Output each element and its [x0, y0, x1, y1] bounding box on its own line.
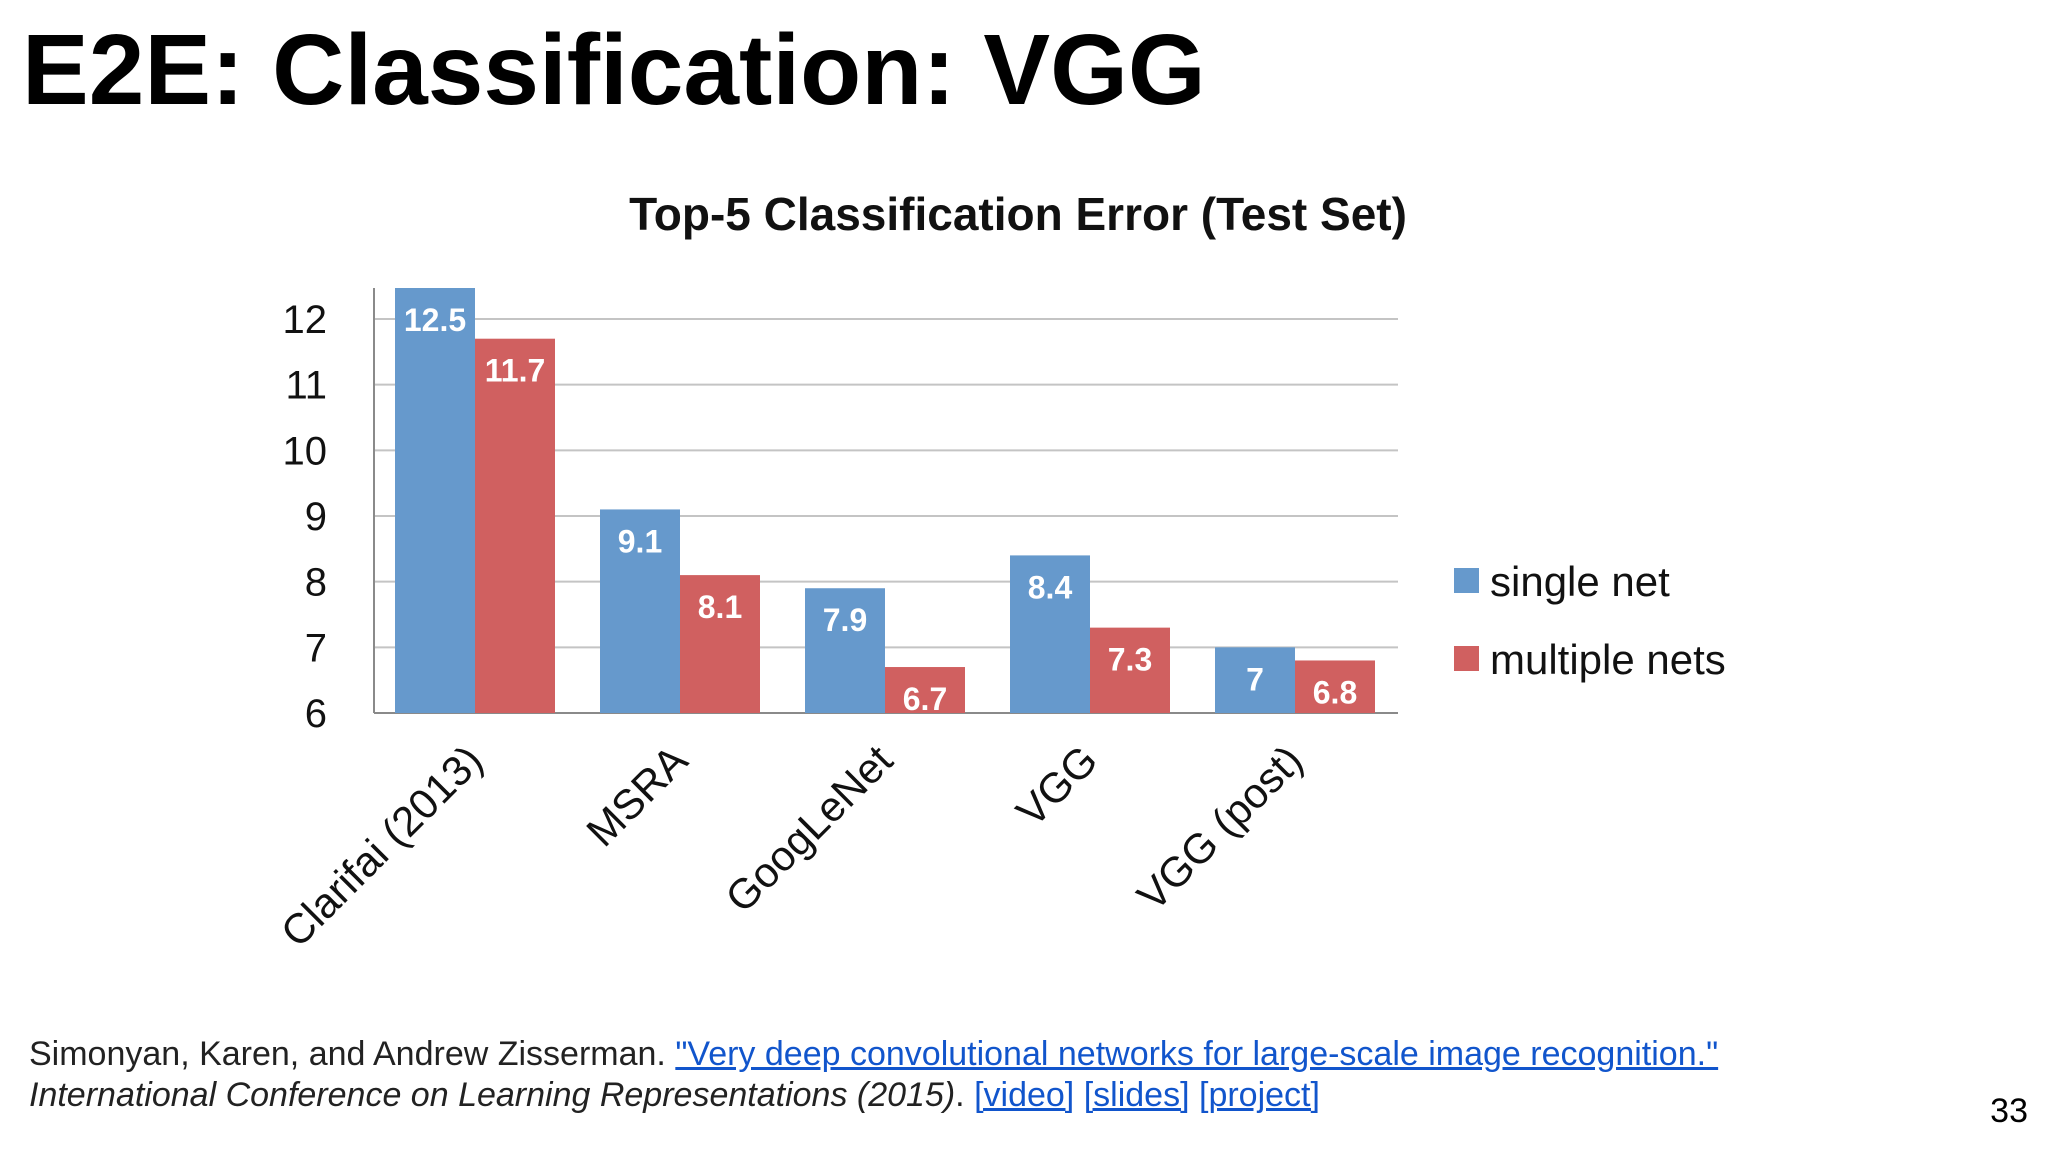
- legend-swatch: [1454, 646, 1479, 671]
- x-tick-label: GoogLeNet: [716, 736, 901, 921]
- bar-multiple-clarifai: [475, 338, 555, 713]
- bar-value-label: 11.7: [485, 353, 546, 389]
- x-tick-label: Clarifai (2013): [272, 736, 492, 956]
- y-tick-label: 7: [305, 626, 327, 670]
- y-tick-label: 11: [285, 364, 327, 408]
- bar-value-label: 6.7: [903, 681, 947, 717]
- bar-value-label: 7.9: [823, 602, 867, 638]
- bar-single-vgg-post: [1215, 647, 1295, 713]
- bar-value-label: 9.1: [618, 523, 662, 559]
- bar-multiple-vgg-post: [1295, 660, 1375, 713]
- citation-period: .: [955, 1076, 975, 1114]
- x-tick-label: VGG (post): [1128, 736, 1311, 919]
- legend-swatch: [1454, 568, 1479, 593]
- video-link[interactable]: [video]: [974, 1076, 1075, 1114]
- bars: 12.5 11.7 9.1 8.1 7.9 6.7 8.4 7.3 7 6.8: [395, 288, 1375, 717]
- citation-line-2: International Conference on Learning Rep…: [29, 1075, 1718, 1116]
- y-tick-label: 12: [283, 298, 328, 342]
- x-tick-label: MSRA: [577, 736, 696, 855]
- y-axis-ticks: 6 7 8 9 10 11 12: [283, 298, 328, 736]
- bar-single-googlenet: [805, 588, 885, 713]
- bar-value-label: 6.8: [1313, 674, 1357, 710]
- legend-label: multiple nets: [1490, 636, 1726, 683]
- slides-link[interactable]: [slides]: [1083, 1076, 1190, 1114]
- bar-value-label: 8.4: [1028, 569, 1073, 605]
- page-number: 33: [1990, 1092, 2028, 1130]
- bar-single-msra: [600, 509, 680, 713]
- y-tick-label: 6: [305, 692, 327, 736]
- y-tick-label: 8: [305, 561, 327, 605]
- bar-single-clarifai: [395, 288, 475, 713]
- project-link[interactable]: [project]: [1199, 1076, 1320, 1114]
- bar-value-label: 7.3: [1108, 642, 1152, 678]
- legend-label: single net: [1490, 558, 1670, 605]
- bar-single-vgg: [1010, 555, 1090, 713]
- paper-link[interactable]: "Very deep convolutional networks for la…: [675, 1035, 1719, 1073]
- legend: single net multiple nets: [1454, 558, 1726, 683]
- x-tick-label: VGG: [1007, 736, 1106, 835]
- bar-value-label: 8.1: [698, 589, 742, 625]
- chart-title: Top-5 Classification Error (Test Set): [629, 188, 1407, 240]
- citation-line-1: Simonyan, Karen, and Andrew Zisserman. "…: [29, 1034, 1718, 1075]
- bar-multiple-googlenet: [885, 667, 965, 713]
- citation-venue: International Conference on Learning Rep…: [29, 1076, 956, 1114]
- y-tick-label: 9: [305, 495, 327, 539]
- slide-title: E2E: Classification: VGG: [22, 14, 1206, 126]
- citation-authors: Simonyan, Karen, and Andrew Zisserman.: [29, 1035, 666, 1073]
- bar-value-label: 7: [1246, 661, 1264, 697]
- y-tick-label: 10: [283, 429, 328, 473]
- bar-value-label: 12.5: [404, 302, 466, 338]
- bar-multiple-vgg: [1090, 627, 1170, 713]
- citation: Simonyan, Karen, and Andrew Zisserman. "…: [29, 1034, 1718, 1116]
- x-axis-ticks: Clarifai (2013) MSRA GoogLeNet VGG VGG (post…: [272, 736, 1312, 956]
- bar-multiple-msra: [680, 575, 760, 713]
